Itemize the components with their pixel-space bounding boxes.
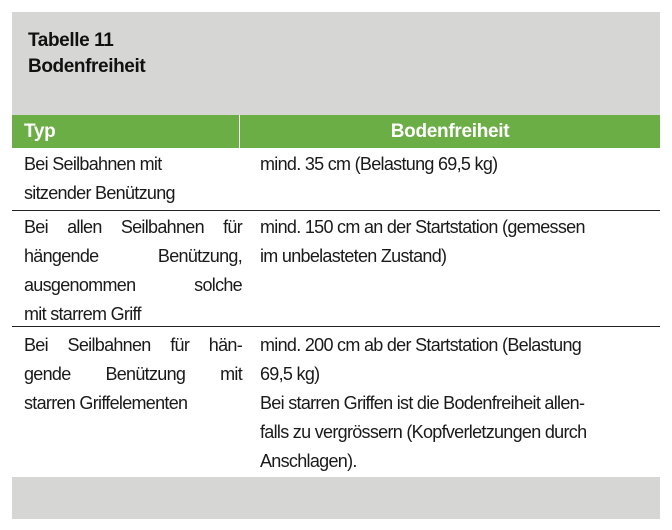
text-line: gende Benützung mit	[24, 364, 243, 384]
text-line: Bei starren Griffen ist die Bodenfreihei…	[260, 393, 585, 413]
table-number: Tabelle 11	[28, 30, 114, 51]
cell-typ: Bei Seilbahnen mit sitzender Benützung	[12, 150, 242, 210]
text-line: mind. 150 cm an der Startstation (gemess…	[260, 217, 585, 237]
cell-bodenfreiheit: mind. 200 cm ab der Startstation (Belast…	[242, 331, 660, 477]
table-row: Bei allen Seilbahnen für hängende Benützu…	[12, 211, 660, 327]
table-11: Tabelle 11 Bodenfreiheit Typ Bodenfreihe…	[12, 12, 660, 519]
text-line: mit starrem Griff	[24, 304, 141, 324]
header-bodenfreiheit: Bodenfreiheit	[390, 121, 510, 142]
text-line: hängende Benützung,	[24, 246, 243, 266]
text-line: mind. 200 cm ab der Startstation (Belast…	[260, 335, 582, 355]
table-row: Bei Seilbahnen für hän-gende Benützung m…	[12, 327, 660, 477]
text-line: Bei allen Seilbahnen für	[24, 217, 243, 237]
text-line: starren Griffelementen	[24, 393, 188, 413]
cell-typ: Bei allen Seilbahnen für hängende Benützu…	[12, 213, 243, 326]
table-header: Typ Bodenfreiheit	[12, 115, 660, 148]
text-line: falls zu vergrössern (Kopfverletzungen d…	[260, 422, 587, 442]
text-line: Bei Seilbahnen mit	[24, 154, 162, 174]
table-footer-panel	[12, 477, 660, 519]
text-line: ausgenommen solche	[24, 275, 243, 295]
table-title: Bodenfreiheit	[28, 56, 146, 77]
cell-bodenfreiheit: mind. 150 cm an der Startstation (gemess…	[242, 213, 660, 326]
header-typ: Typ	[12, 115, 240, 148]
text-line: 69,5 kg)	[260, 364, 320, 384]
text-line: Anschlagen).	[260, 451, 357, 471]
text-line: mind. 35 cm (Belastung 69,5 kg)	[260, 154, 498, 174]
text-line: sitzender Benützung	[24, 183, 176, 203]
text-line: im unbelasteten Zustand)	[260, 246, 447, 266]
cell-bodenfreiheit: mind. 35 cm (Belastung 69,5 kg)	[242, 150, 660, 210]
table-row: Bei Seilbahnen mit sitzender Benützung min…	[12, 148, 660, 211]
text-line: Bei Seilbahnen für hän-	[24, 335, 243, 355]
table-title-panel: Tabelle 11 Bodenfreiheit	[12, 12, 660, 115]
cell-typ: Bei Seilbahnen für hän-gende Benützung m…	[12, 331, 243, 477]
